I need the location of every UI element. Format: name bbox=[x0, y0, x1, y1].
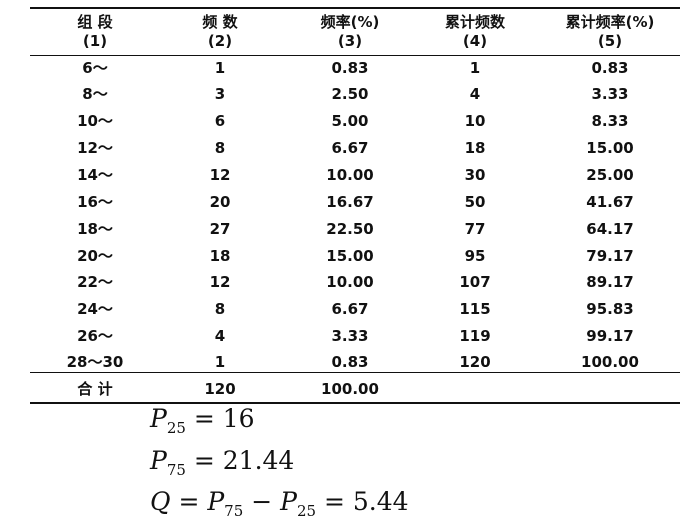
total-count: 120 bbox=[204, 380, 236, 398]
header-cum-freq-index: (5) bbox=[597, 32, 623, 50]
formula-subscript: 75 bbox=[166, 461, 186, 479]
total-label: 合 计 bbox=[77, 380, 113, 398]
formula-subscript: 25 bbox=[166, 419, 186, 437]
cum-count-cell: 119 bbox=[459, 327, 491, 345]
cum-freq-cell: 100.00 bbox=[581, 353, 639, 371]
freq-cell: 22.50 bbox=[326, 220, 374, 238]
header-group-label: 组 段 bbox=[77, 13, 113, 31]
count-cell: 4 bbox=[214, 327, 226, 345]
header-freq-label: 频率(%) bbox=[320, 13, 380, 31]
group-cell: 24～ bbox=[77, 300, 113, 318]
count-cell: 27 bbox=[209, 220, 231, 238]
cum-freq-cell: 0.83 bbox=[591, 59, 629, 77]
cum-count-cell: 50 bbox=[464, 193, 486, 211]
cum-count-cell: 107 bbox=[459, 273, 491, 291]
group-cell: 16～ bbox=[77, 193, 113, 211]
cum-count-cell: 10 bbox=[464, 112, 486, 130]
cum-freq-cell: 89.17 bbox=[586, 273, 634, 291]
count-cell: 12 bbox=[209, 166, 231, 184]
count-cell: 3 bbox=[214, 85, 226, 103]
cum-freq-cell: 15.00 bbox=[586, 139, 634, 157]
cum-count-cell: 95 bbox=[464, 247, 486, 265]
cum-count-cell: 4 bbox=[469, 85, 481, 103]
count-cell: 8 bbox=[214, 139, 226, 157]
formula-term: − P bbox=[243, 487, 297, 516]
header-cum-count-label: 累计频数 bbox=[444, 13, 505, 31]
group-cell: 12～ bbox=[77, 139, 113, 157]
header-group-index: (1) bbox=[82, 32, 108, 50]
group-cell: 28～30 bbox=[66, 353, 124, 371]
cum-freq-cell: 8.33 bbox=[591, 112, 629, 130]
count-cell: 20 bbox=[209, 193, 231, 211]
formula-subscript: 75 bbox=[224, 502, 244, 520]
header-cum-freq-label: 累计频率(%) bbox=[565, 13, 655, 31]
cum-freq-cell: 3.33 bbox=[591, 85, 629, 103]
group-cell: 14～ bbox=[77, 166, 113, 184]
cum-count-cell: 30 bbox=[464, 166, 486, 184]
freq-cell: 6.67 bbox=[331, 139, 369, 157]
table-header-rule bbox=[30, 55, 680, 56]
table-total-rule bbox=[30, 372, 680, 373]
cum-freq-cell: 64.17 bbox=[586, 220, 634, 238]
group-cell: 20～ bbox=[77, 247, 113, 265]
table-top-rule bbox=[30, 7, 680, 9]
formula-quartile-range: Q = P75 − P25 = 5.44 bbox=[150, 487, 409, 520]
freq-cell: 10.00 bbox=[326, 273, 374, 291]
cum-freq-cell: 41.67 bbox=[586, 193, 634, 211]
total-freq: 100.00 bbox=[321, 380, 379, 398]
formula-p75: P75 = 21.44 bbox=[150, 446, 295, 479]
group-cell: 22～ bbox=[77, 273, 113, 291]
count-cell: 6 bbox=[214, 112, 226, 130]
header-freq-index: (3) bbox=[337, 32, 363, 50]
formula-value: = 16 bbox=[193, 404, 255, 433]
cum-count-cell: 1 bbox=[469, 59, 481, 77]
freq-cell: 16.67 bbox=[326, 193, 374, 211]
header-count-index: (2) bbox=[207, 32, 233, 50]
count-cell: 12 bbox=[209, 273, 231, 291]
freq-cell: 3.33 bbox=[331, 327, 369, 345]
freq-cell: 10.00 bbox=[326, 166, 374, 184]
freq-cell: 6.67 bbox=[331, 300, 369, 318]
formula-var: Q bbox=[150, 487, 171, 516]
cum-freq-cell: 95.83 bbox=[586, 300, 634, 318]
group-cell: 18～ bbox=[77, 220, 113, 238]
formula-subscript: 25 bbox=[296, 502, 317, 520]
freq-cell: 2.50 bbox=[331, 85, 369, 103]
freq-cell: 0.83 bbox=[331, 59, 369, 77]
formula-var: P bbox=[150, 446, 167, 475]
cum-count-cell: 77 bbox=[464, 220, 486, 238]
freq-cell: 0.83 bbox=[331, 353, 369, 371]
formula-value: = 21.44 bbox=[193, 446, 295, 475]
count-cell: 1 bbox=[214, 59, 226, 77]
cum-freq-cell: 79.17 bbox=[586, 247, 634, 265]
cum-freq-cell: 99.17 bbox=[586, 327, 634, 345]
formula-term: = P bbox=[178, 487, 225, 516]
formula-p25: P25 = 16 bbox=[150, 404, 255, 437]
table-bottom-rule bbox=[30, 402, 680, 404]
cum-count-cell: 18 bbox=[464, 139, 486, 157]
formula-value: = 5.44 bbox=[316, 487, 409, 516]
freq-cell: 15.00 bbox=[326, 247, 374, 265]
freq-cell: 5.00 bbox=[331, 112, 369, 130]
header-cum-count-index: (4) bbox=[462, 32, 488, 50]
count-cell: 1 bbox=[214, 353, 226, 371]
cum-count-cell: 115 bbox=[459, 300, 491, 318]
cum-freq-cell: 25.00 bbox=[586, 166, 634, 184]
group-cell: 8～ bbox=[82, 85, 108, 103]
cum-count-cell: 120 bbox=[459, 353, 491, 371]
group-cell: 26～ bbox=[77, 327, 113, 345]
header-count-label: 频 数 bbox=[202, 13, 238, 31]
count-cell: 8 bbox=[214, 300, 226, 318]
count-cell: 18 bbox=[209, 247, 231, 265]
group-cell: 10～ bbox=[77, 112, 113, 130]
formula-var: P bbox=[150, 404, 167, 433]
group-cell: 6～ bbox=[82, 59, 108, 77]
